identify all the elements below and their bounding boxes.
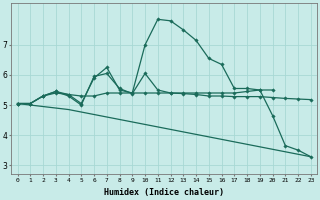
X-axis label: Humidex (Indice chaleur): Humidex (Indice chaleur) bbox=[104, 188, 224, 197]
